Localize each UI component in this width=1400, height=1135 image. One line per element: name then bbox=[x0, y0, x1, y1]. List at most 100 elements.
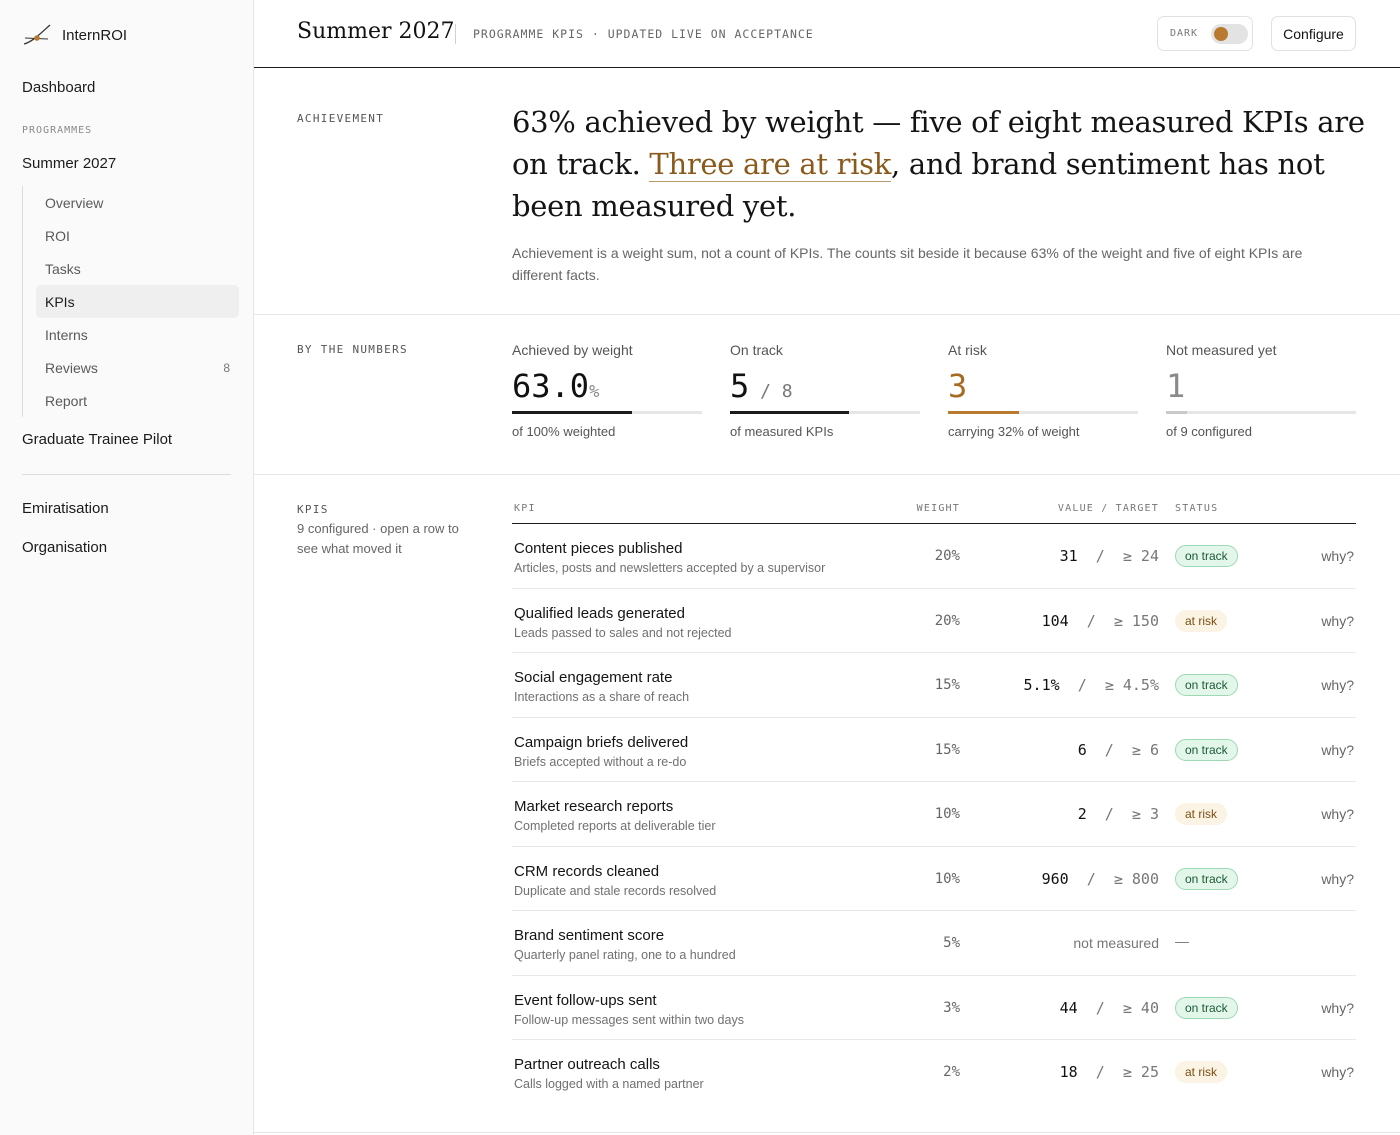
kpi-name: Partner outreach calls bbox=[514, 1056, 660, 1073]
status-badge: on track bbox=[1175, 545, 1238, 567]
dark-mode-switch[interactable] bbox=[1211, 24, 1248, 44]
stat-progress-bar bbox=[512, 411, 702, 414]
stat-progress-bar bbox=[948, 411, 1138, 414]
stat-note: carrying 32% of weight bbox=[948, 424, 1080, 439]
brand[interactable]: InternROI bbox=[22, 22, 127, 48]
col-weight: WEIGHT bbox=[916, 503, 960, 514]
kpi-target: ≥ 4.5% bbox=[1104, 676, 1159, 694]
why-link[interactable]: why? bbox=[1321, 999, 1354, 1016]
kpi-description: Follow-up messages sent within two days bbox=[514, 1012, 744, 1027]
kpi-value-target: 960 / ≥ 800 bbox=[1041, 869, 1159, 888]
kpi-name: Brand sentiment score bbox=[514, 927, 665, 944]
kpi-value-target: 31 / ≥ 24 bbox=[1059, 547, 1159, 565]
stat-note: of measured KPIs bbox=[730, 424, 834, 439]
sidebar-item-report[interactable]: Report bbox=[36, 384, 232, 417]
stat-label: Not measured yet bbox=[1166, 342, 1277, 358]
stat-progress-fill bbox=[948, 411, 1020, 414]
table-row[interactable]: Market research reports Completed reports… bbox=[512, 782, 1356, 847]
achievement-label: ACHIEVEMENT bbox=[297, 112, 385, 125]
nav-dashboard[interactable]: Dashboard bbox=[22, 79, 96, 96]
page-meta: PROGRAMME KPIS · UPDATED LIVE ON ACCEPTA… bbox=[473, 27, 814, 41]
title-divider bbox=[455, 24, 456, 44]
kpi-name: Event follow-ups sent bbox=[514, 991, 657, 1009]
achievement-headline: 63% achieved by weight — five of eight m… bbox=[512, 101, 1372, 227]
table-row[interactable]: Brand sentiment score Quarterly panel rat… bbox=[512, 911, 1356, 976]
kpi-description: Duplicate and stale records resolved bbox=[514, 883, 717, 898]
kpi-target: ≥ 25 bbox=[1122, 1063, 1159, 1081]
dark-mode-toggle[interactable]: DARK bbox=[1157, 16, 1253, 51]
kpi-value: 5.1% bbox=[1023, 676, 1060, 694]
programmes-label: PROGRAMMES bbox=[22, 125, 93, 136]
sidebar-item-label: Tasks bbox=[45, 260, 81, 277]
sidebar-item-label: KPIs bbox=[45, 293, 75, 310]
table-row[interactable]: Social engagement rate Interactions as a … bbox=[512, 653, 1356, 718]
table-row[interactable]: Campaign briefs delivered Briefs accepted… bbox=[512, 718, 1356, 782]
kpi-table: KPI WEIGHT VALUE / TARGET STATUS Content… bbox=[512, 500, 1356, 1105]
stat-number: 1 bbox=[1166, 367, 1186, 405]
table-row[interactable]: CRM records cleaned Duplicate and stale r… bbox=[512, 847, 1356, 911]
kpi-value: 44 bbox=[1059, 998, 1078, 1017]
sidebar: InternROI Dashboard PROGRAMMES Summer 20… bbox=[0, 0, 254, 1135]
kpi-description: Quarterly panel rating, one to a hundred bbox=[514, 948, 736, 962]
sidebar-item-interns[interactable]: Interns bbox=[36, 318, 232, 351]
kpi-target: ≥ 24 bbox=[1122, 547, 1159, 565]
kpi-weight: 10% bbox=[934, 806, 960, 822]
stat-value: 1 bbox=[1166, 367, 1356, 405]
why-link[interactable]: why? bbox=[1321, 677, 1354, 693]
status-badge: at risk bbox=[1175, 803, 1228, 825]
stat-progress-bar bbox=[1166, 411, 1356, 414]
stat-value: 3 bbox=[948, 367, 1138, 405]
sidebar-item-tasks[interactable]: Tasks bbox=[36, 252, 232, 285]
kpi-value: not measured bbox=[1073, 935, 1159, 951]
kpi-target: ≥ 6 bbox=[1131, 740, 1159, 759]
kpi-value: 6 bbox=[1077, 740, 1087, 759]
why-link[interactable]: why? bbox=[1321, 1064, 1354, 1080]
numbers-label: BY THE NUMBERS bbox=[297, 343, 408, 356]
switch-knob bbox=[1214, 27, 1228, 41]
kpi-value-target: 104 / ≥ 150 bbox=[1041, 611, 1159, 630]
stat-achieved-by-weight: Achieved by weight 63.0% of 100% weighted bbox=[512, 342, 702, 439]
why-link[interactable]: why? bbox=[1321, 612, 1354, 629]
sidebar-item-kpis[interactable]: KPIs bbox=[36, 285, 239, 318]
table-row[interactable]: Content pieces published Articles, posts … bbox=[512, 524, 1356, 589]
sidebar-item-overview[interactable]: Overview bbox=[36, 186, 232, 219]
stat-number: 63.0 bbox=[512, 367, 590, 405]
sidebar-item-roi[interactable]: ROI bbox=[36, 219, 232, 252]
stat-not-measured: Not measured yet 1 of 9 configured bbox=[1166, 342, 1356, 439]
configure-button[interactable]: Configure bbox=[1271, 16, 1356, 51]
kpi-description: Calls logged with a named partner bbox=[514, 1077, 704, 1091]
stat-label: At risk bbox=[948, 342, 987, 358]
kpi-value-target: 6 / ≥ 6 bbox=[1077, 740, 1159, 759]
brand-name: InternROI bbox=[62, 26, 128, 44]
kpi-description: Interactions as a share of reach bbox=[514, 690, 690, 704]
at-risk-link[interactable]: Three are at risk bbox=[649, 147, 892, 182]
stat-denominator: / 8 bbox=[749, 381, 793, 402]
kpi-table-header: KPI WEIGHT VALUE / TARGET STATUS bbox=[512, 500, 1356, 524]
kpi-target: ≥ 40 bbox=[1122, 998, 1159, 1017]
kpi-target: ≥ 3 bbox=[1131, 805, 1159, 823]
kpi-weight: 3% bbox=[943, 999, 960, 1016]
stat-value: 63.0% bbox=[512, 367, 702, 405]
sidebar-item-reviews[interactable]: Reviews 8 bbox=[36, 351, 232, 384]
table-row[interactable]: Event follow-ups sent Follow-up messages … bbox=[512, 976, 1356, 1040]
why-link[interactable]: why? bbox=[1321, 806, 1354, 822]
kpi-value-target: 5.1% / ≥ 4.5% bbox=[1023, 676, 1159, 694]
kpi-value: 104 bbox=[1041, 611, 1069, 630]
kpi-weight: 20% bbox=[934, 548, 960, 564]
stat-on-track: On track 5 / 8 of measured KPIs bbox=[730, 342, 920, 439]
section-divider bbox=[254, 474, 1400, 475]
kpi-value-target: 44 / ≥ 40 bbox=[1059, 998, 1159, 1017]
table-row[interactable]: Qualified leads generated Leads passed to… bbox=[512, 589, 1356, 653]
nav-organisation[interactable]: Organisation bbox=[22, 539, 108, 556]
nav-emiratisation[interactable]: Emiratisation bbox=[22, 500, 109, 517]
table-row[interactable]: Partner outreach calls Calls logged with … bbox=[512, 1040, 1356, 1105]
kpi-name: Qualified leads generated bbox=[514, 604, 685, 622]
why-link[interactable]: why? bbox=[1321, 870, 1354, 887]
why-link[interactable]: why? bbox=[1321, 548, 1354, 564]
why-link[interactable]: why? bbox=[1321, 741, 1354, 758]
nav-programme-summer-2027[interactable]: Summer 2027 bbox=[22, 155, 117, 172]
stat-label: On track bbox=[730, 342, 783, 358]
col-kpi: KPI bbox=[514, 503, 536, 514]
stat-at-risk: At risk 3 carrying 32% of weight bbox=[948, 342, 1138, 439]
nav-programme-graduate-trainee-pilot[interactable]: Graduate Trainee Pilot bbox=[22, 431, 173, 448]
